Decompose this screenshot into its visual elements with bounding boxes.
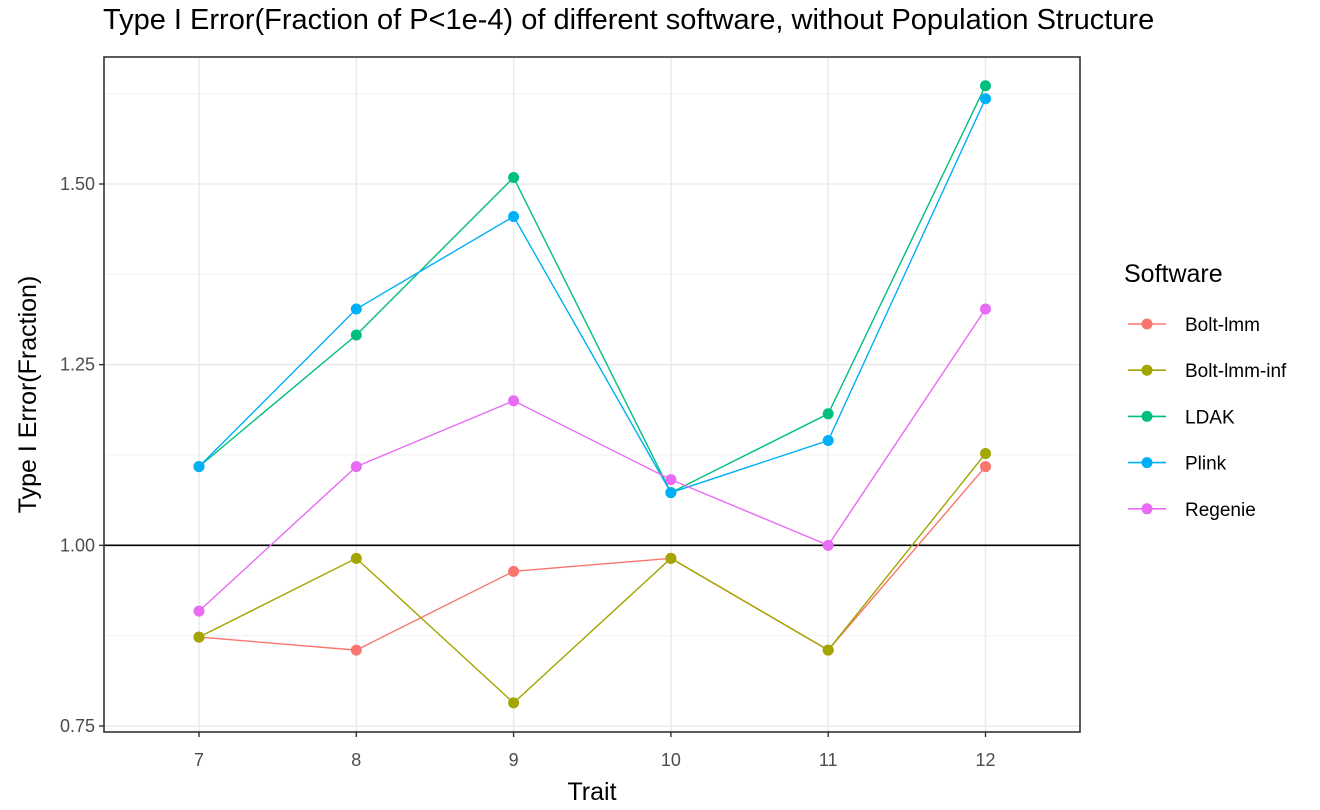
- data-point: [980, 93, 991, 105]
- legend-key-point: [1141, 457, 1153, 469]
- data-point: [665, 474, 677, 486]
- data-point: [980, 461, 991, 473]
- data-point: [350, 329, 362, 341]
- legend-key-point: [1141, 318, 1153, 330]
- legend-label: Regenie: [1185, 500, 1256, 521]
- series-line: [198, 453, 987, 704]
- x-tick-label: 10: [661, 750, 681, 770]
- data-point: [980, 80, 991, 92]
- chart-title: Type I Error(Fraction of P<1e-4) of diff…: [103, 4, 1155, 36]
- data-point: [508, 565, 520, 577]
- data-point: [508, 395, 520, 407]
- y-tick-label: 1.50: [60, 174, 95, 194]
- legend-label: Bolt-lmm-inf: [1185, 361, 1287, 382]
- data-point: [665, 552, 677, 564]
- x-tick-label: 12: [975, 750, 995, 770]
- y-tick-label: 1.25: [60, 355, 95, 375]
- legend-item: Bolt-lmm: [1128, 315, 1260, 336]
- data-point: [508, 211, 520, 223]
- x-tick-label: 9: [509, 750, 519, 770]
- legend-key-point: [1141, 503, 1153, 515]
- legend-label: Bolt-lmm: [1185, 315, 1260, 336]
- legend-item: Regenie: [1128, 500, 1256, 521]
- y-axis-title: Type I Error(Fraction): [14, 276, 42, 514]
- data-point: [822, 408, 834, 420]
- x-tick-label: 11: [819, 750, 838, 770]
- y-tick-label: 0.75: [60, 716, 95, 736]
- plot-panel: [104, 57, 1080, 732]
- x-tick-label: 7: [194, 750, 204, 770]
- legend: Software Bolt-lmm Bolt-lmm-inf LDAK Plink Reg…: [1124, 260, 1287, 521]
- series-line: [198, 98, 987, 494]
- legend-item: Plink: [1128, 454, 1227, 475]
- data-point: [822, 435, 834, 447]
- data-point: [508, 697, 520, 709]
- data-point: [350, 303, 362, 315]
- grid-layer: [104, 57, 1080, 732]
- x-tick-label: 8: [351, 750, 361, 770]
- data-point: [508, 171, 520, 183]
- legend-label: Plink: [1185, 454, 1227, 475]
- data-point: [350, 644, 362, 656]
- series-line: [198, 308, 987, 612]
- series-layer: [193, 80, 991, 709]
- legend-key-point: [1141, 410, 1153, 422]
- series-line: [198, 85, 987, 494]
- data-point: [193, 461, 205, 473]
- data-point: [980, 303, 991, 315]
- data-point: [665, 487, 677, 499]
- data-point: [980, 448, 991, 460]
- data-point: [193, 631, 205, 643]
- x-axis-title: Trait: [567, 778, 616, 806]
- legend-item: LDAK: [1128, 407, 1235, 428]
- legend-item: Bolt-lmm-inf: [1128, 361, 1287, 382]
- axis-layer: 0.75 1.00 1.25 1.50 7 8 9 10 11 12 Trait Type I Err…: [14, 56, 1081, 806]
- y-tick-label: 1.00: [60, 535, 95, 555]
- series-line: [198, 466, 987, 651]
- plot-border: [103, 56, 1081, 733]
- data-point: [350, 552, 362, 564]
- legend-key-point: [1141, 364, 1153, 376]
- legend-label: LDAK: [1185, 407, 1235, 428]
- data-point: [193, 605, 205, 617]
- data-point: [350, 461, 362, 473]
- data-point: [822, 644, 834, 656]
- data-point: [822, 539, 834, 551]
- legend-title: Software: [1124, 260, 1223, 288]
